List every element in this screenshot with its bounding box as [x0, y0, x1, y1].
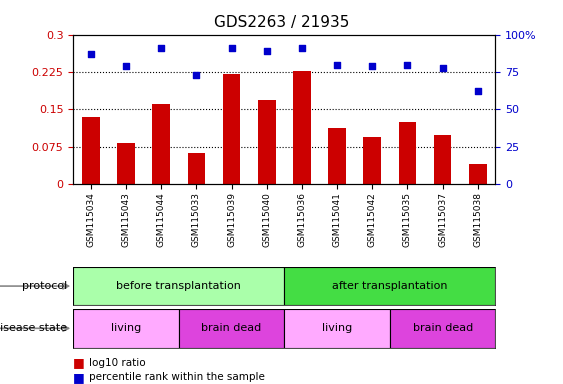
- Text: living: living: [322, 323, 352, 333]
- Text: GDS2263 / 21935: GDS2263 / 21935: [214, 15, 349, 30]
- Point: [333, 61, 342, 68]
- Text: brain dead: brain dead: [202, 323, 262, 333]
- Bar: [117, 143, 135, 184]
- Text: after transplantation: after transplantation: [332, 281, 448, 291]
- Bar: [399, 122, 416, 184]
- Bar: [153, 104, 170, 184]
- Point: [227, 45, 236, 51]
- Point: [438, 65, 447, 71]
- Text: log10 ratio: log10 ratio: [89, 358, 146, 368]
- Bar: [73, 309, 179, 348]
- Point: [192, 72, 201, 78]
- Text: disease state: disease state: [0, 323, 68, 333]
- Text: percentile rank within the sample: percentile rank within the sample: [89, 372, 265, 382]
- Bar: [434, 136, 452, 184]
- Bar: [328, 128, 346, 184]
- Bar: [284, 267, 495, 305]
- Text: before transplantation: before transplantation: [117, 281, 241, 291]
- Point: [262, 48, 271, 54]
- Bar: [258, 101, 275, 184]
- Text: living: living: [111, 323, 141, 333]
- Point: [86, 51, 95, 57]
- Bar: [390, 309, 495, 348]
- Bar: [223, 74, 240, 184]
- Bar: [82, 117, 100, 184]
- Bar: [293, 71, 311, 184]
- Text: brain dead: brain dead: [413, 323, 473, 333]
- Point: [473, 88, 482, 94]
- Text: ■: ■: [73, 371, 89, 384]
- Text: protocol: protocol: [23, 281, 68, 291]
- Point: [297, 45, 306, 51]
- Point: [157, 45, 166, 51]
- Bar: [73, 267, 284, 305]
- Point: [368, 63, 377, 69]
- Bar: [179, 309, 284, 348]
- Text: ■: ■: [73, 356, 89, 369]
- Bar: [469, 164, 486, 184]
- Point: [403, 61, 412, 68]
- Bar: [364, 137, 381, 184]
- Point: [122, 63, 131, 69]
- Bar: [284, 309, 390, 348]
- Bar: [187, 153, 205, 184]
